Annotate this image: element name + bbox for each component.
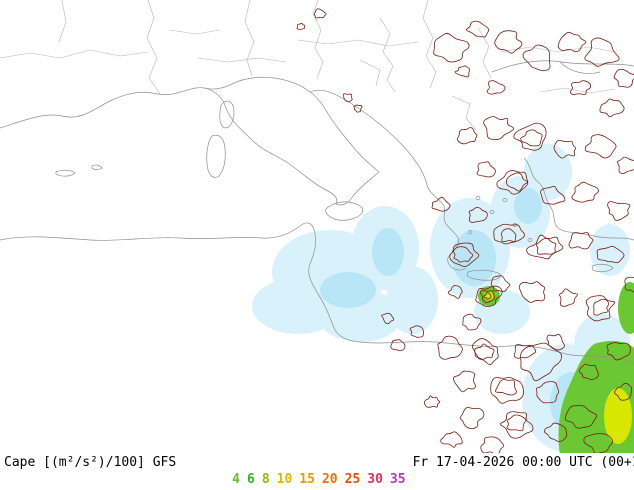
- weather-map-svg: [0, 0, 634, 453]
- coastlines-layer: [0, 60, 634, 365]
- cape-scale-value: 15: [299, 472, 315, 487]
- cape-scale-value: 8: [261, 472, 270, 487]
- run-timestamp: Fr 17-04-2026 00:00 UTC (00+144): [412, 455, 634, 470]
- cape-scale-value: 25: [344, 472, 361, 487]
- cape-scale-value: 10: [276, 472, 293, 487]
- cape-scale-value: 6: [246, 472, 255, 487]
- cape-scale-value: 4: [232, 472, 240, 487]
- legend-bar: Cape [(m²/s²)/100] GFS 4 6 8 10 15 20 25 30 35 F…: [0, 453, 634, 490]
- vertical-velocity-contours-layer: [296, 8, 634, 453]
- cape-scale: 4 6 8 10 15 20 25 30 35: [185, 454, 412, 490]
- cape-shading-layer: [252, 144, 634, 453]
- legend-row-cape: Cape [(m²/s²)/100] GFS 4 6 8 10 15 20 25 30 35 F…: [4, 454, 634, 490]
- cape-scale-value: 20: [321, 472, 338, 487]
- borders-layer: [0, 0, 617, 131]
- map-canvas: [0, 0, 634, 453]
- cape-label: Cape [(m²/s²)/100] GFS: [4, 455, 177, 470]
- cape-scale-value: 30: [367, 472, 383, 487]
- cape-scale-value: 35: [389, 472, 406, 487]
